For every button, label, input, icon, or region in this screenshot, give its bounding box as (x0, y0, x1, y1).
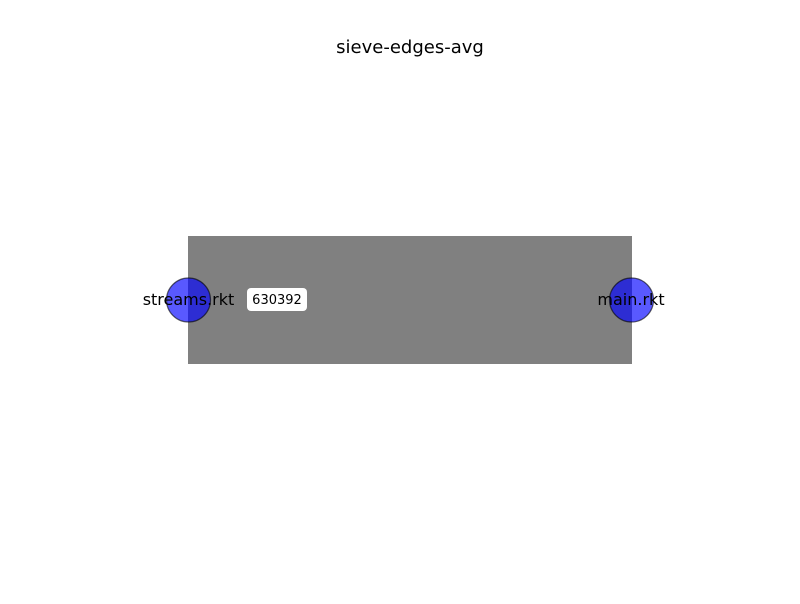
graph-title: sieve-edges-avg (336, 37, 484, 58)
node-main (608, 277, 655, 323)
node-streams (165, 277, 212, 323)
edge-label-box (247, 288, 307, 311)
node-label-main: main.rkt (597, 290, 664, 309)
node-label-streams: streams.rkt (143, 290, 235, 309)
edge-label-weight: 630392 (252, 293, 302, 308)
